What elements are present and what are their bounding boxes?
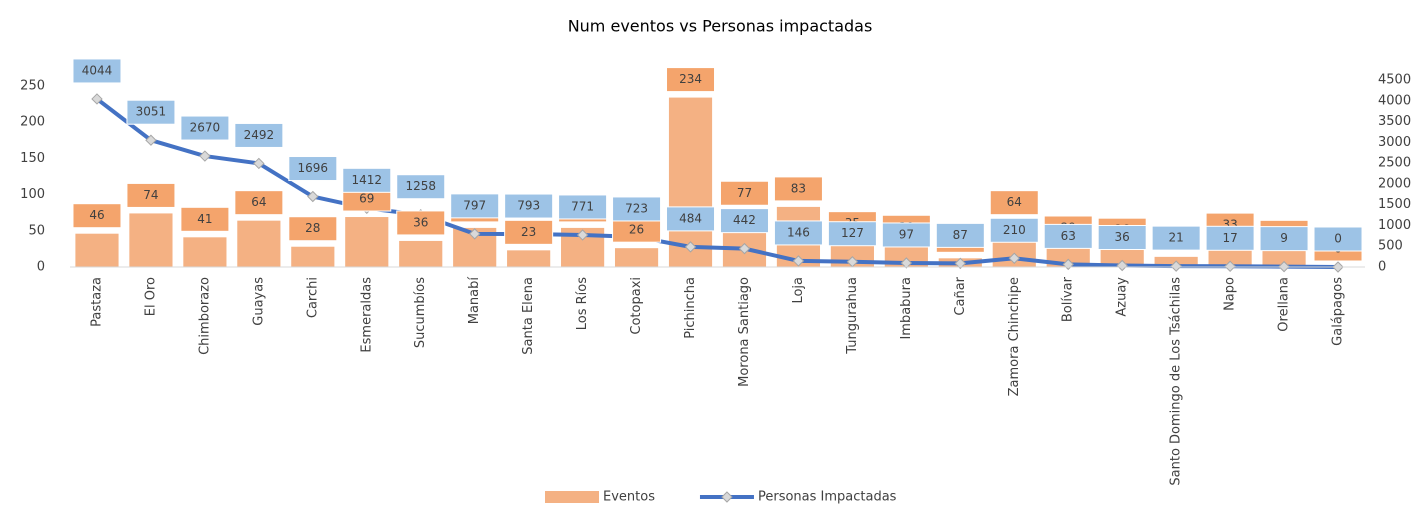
data-label: 46: [89, 208, 104, 222]
data-label: 21: [1169, 231, 1184, 245]
data-label: 9: [1280, 231, 1288, 245]
x-tick-label: Loja: [791, 277, 806, 304]
data-label: 442: [733, 213, 756, 227]
legend-marker: [722, 492, 732, 502]
bar: [291, 247, 334, 267]
x-tick-label: Napo: [1223, 277, 1238, 311]
x-tick-label: Orellana: [1277, 277, 1292, 332]
y2-tick-label: 2500: [1378, 156, 1411, 171]
x-tick-label: Pichincha: [683, 277, 698, 339]
data-label: 146: [787, 225, 810, 239]
y-tick-label: 0: [37, 260, 45, 275]
data-label: 793: [517, 199, 540, 213]
data-label: 0: [1334, 232, 1342, 246]
data-label: 1258: [405, 179, 436, 193]
line-marker: [200, 151, 210, 161]
x-tick-label: Bolívar: [1061, 276, 1076, 322]
bar: [615, 248, 658, 267]
data-label: 210: [1003, 223, 1026, 237]
data-label: 28: [305, 221, 320, 235]
bar: [129, 213, 172, 267]
data-label: 1412: [351, 173, 382, 187]
legend-swatch: [545, 491, 599, 503]
data-label: 69: [359, 192, 374, 206]
data-label: 127: [841, 226, 864, 240]
y2-tick-label: 0: [1378, 260, 1386, 275]
data-label: 64: [251, 195, 266, 209]
x-tick-label: El Oro: [143, 277, 158, 316]
data-label: 77: [737, 186, 752, 200]
chart-title: Num eventos vs Personas impactadas: [568, 17, 873, 36]
data-label: 23: [521, 225, 536, 239]
y2-tick-label: 2000: [1378, 176, 1411, 191]
x-tick-label: Los Ríos: [575, 277, 590, 330]
data-label: 1696: [298, 161, 329, 175]
x-tick-label: Carchi: [305, 277, 320, 318]
data-label: 17: [1222, 231, 1237, 245]
x-tick-label: Morona Santiago: [737, 277, 752, 387]
data-label: 87: [953, 228, 968, 242]
data-label: 771: [571, 199, 594, 213]
data-label: 64: [1007, 195, 1022, 209]
bar: [237, 221, 280, 267]
bar: [183, 237, 226, 267]
y2-tick-label: 3000: [1378, 135, 1411, 150]
x-tick-label: Pastaza: [89, 277, 104, 327]
y2-tick-label: 1500: [1378, 197, 1411, 212]
bar: [345, 217, 388, 267]
data-label: 36: [413, 215, 428, 229]
data-label: 63: [1061, 229, 1076, 243]
y-tick-label: 250: [20, 79, 45, 94]
data-label: 797: [463, 198, 486, 212]
x-tick-label: Cotopaxi: [629, 277, 644, 335]
x-tick-label: Imbabura: [899, 277, 914, 340]
y2-tick-label: 1000: [1378, 218, 1411, 233]
x-tick-label: Galápagos: [1331, 277, 1346, 346]
x-tick-label: Santo Domingo de Los Tsáchilas: [1169, 277, 1184, 486]
x-tick-label: Guayas: [251, 277, 266, 326]
y-tick-label: 200: [20, 115, 45, 130]
data-label: 26: [629, 223, 644, 237]
data-label: 83: [791, 181, 806, 195]
data-label: 36: [1115, 230, 1130, 244]
y-tick-label: 100: [20, 187, 45, 202]
y2-tick-label: 3500: [1378, 114, 1411, 129]
data-label: 4044: [82, 63, 113, 77]
chart: Num eventos vs Personas impactadas 0 50 10…: [0, 0, 1421, 510]
bar: [75, 234, 118, 267]
x-tick-label: Esmeraldas: [359, 277, 374, 353]
x-tick-label: Cañar: [953, 276, 968, 315]
data-label: 234: [679, 72, 702, 86]
x-tick-label: Azuay: [1115, 277, 1130, 317]
y2-tick-label: 4500: [1378, 73, 1411, 88]
y-tick-label: 150: [20, 151, 45, 166]
data-label: 41: [197, 212, 212, 226]
x-tick-label: Zamora Chinchipe: [1007, 277, 1022, 396]
y-tick-label: 50: [28, 223, 45, 238]
data-label: 2492: [244, 128, 275, 142]
legend-label: Eventos: [603, 490, 655, 505]
x-tick-label: Tungurahua: [845, 277, 860, 355]
data-label: 723: [625, 201, 648, 215]
x-tick-label: Manabí: [467, 277, 482, 325]
x-tick-label: Sucumbíos: [413, 277, 428, 348]
x-tick-label: Chimborazo: [197, 277, 212, 355]
legend-label: Personas Impactadas: [758, 490, 897, 505]
data-label: 74: [143, 188, 158, 202]
data-label: 97: [899, 227, 914, 241]
data-label: 484: [679, 211, 702, 225]
bar: [507, 250, 550, 267]
y2-tick-label: 500: [1378, 239, 1403, 254]
bar: [399, 241, 442, 267]
data-label: 3051: [136, 105, 167, 119]
x-tick-label: Santa Elena: [521, 277, 536, 355]
data-label: 2670: [190, 121, 221, 135]
y2-tick-label: 4000: [1378, 93, 1411, 108]
